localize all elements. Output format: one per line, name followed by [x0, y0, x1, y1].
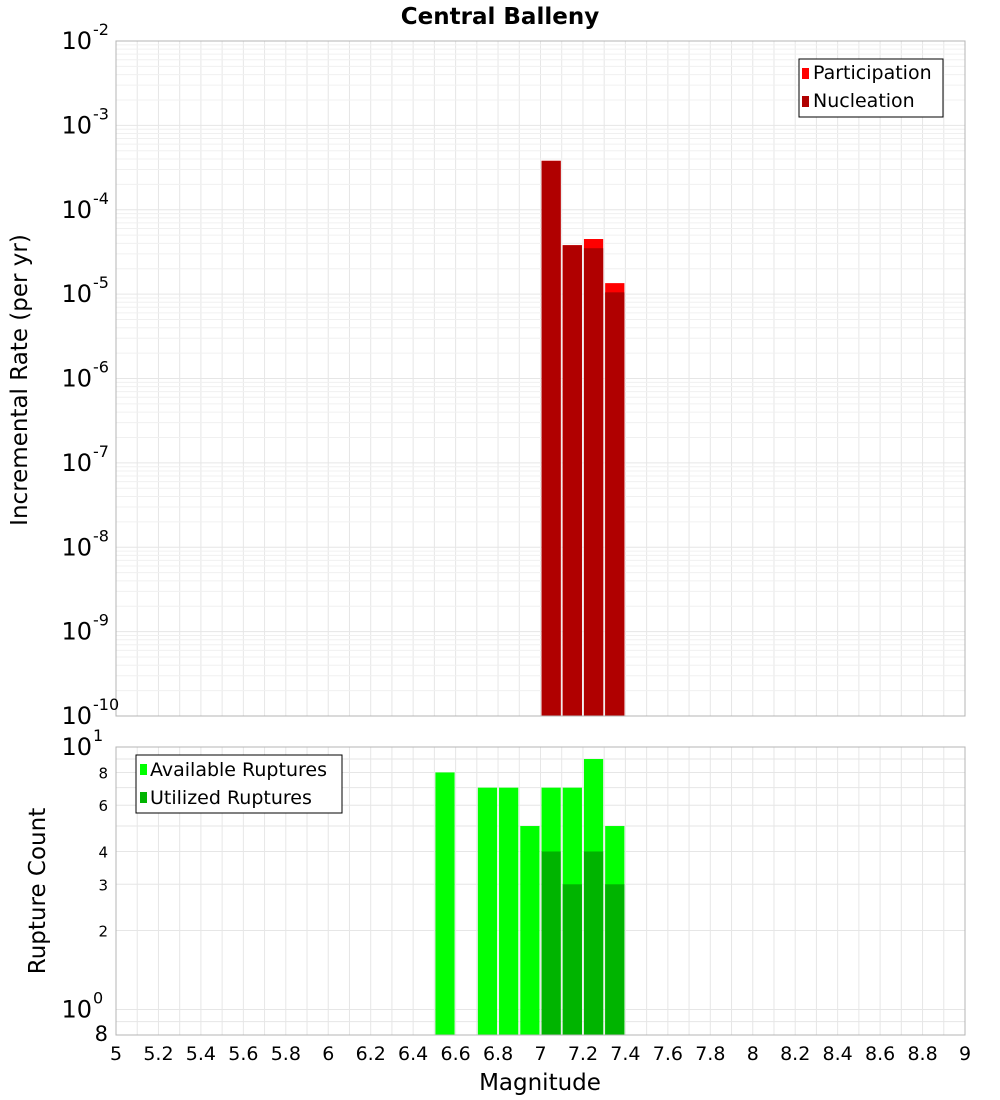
x-tick-15: 8 — [747, 1043, 759, 1065]
count-y-tick-6: 8 — [98, 764, 108, 782]
x-tick-5: 6 — [322, 1043, 334, 1065]
x-tick-20: 9 — [959, 1043, 971, 1065]
rate-plot-grid — [115, 41, 966, 717]
x-tick-6: 6.2 — [356, 1043, 386, 1065]
x-tick-12: 7.4 — [610, 1043, 640, 1065]
x-tick-13: 7.6 — [653, 1043, 683, 1065]
rate-y-tick-5-exponent: -5 — [93, 273, 109, 292]
x-tick-7: 6.4 — [398, 1043, 428, 1065]
count-y-tick-1-exponent: 0 — [93, 989, 103, 1008]
count-y-tick-7-exponent: 1 — [93, 726, 103, 745]
rate-y-tick-6-exponent: -4 — [93, 189, 109, 208]
x-tick-labels: 5 5.2 5.4 5.6 5.8 6 6.2 6.4 6.6 6.8 7 7.2 7.4 7.6 7.8 8… — [110, 1043, 971, 1065]
rate-y-tick-1: 10 — [61, 618, 92, 646]
rate-y-tick-2: 10 — [61, 533, 92, 561]
x-tick-0: 5 — [110, 1043, 122, 1065]
x-tick-3: 5.6 — [228, 1043, 258, 1065]
x-tick-8: 6.6 — [440, 1043, 470, 1065]
legend-label-nucleation: Nucleation — [813, 90, 915, 112]
rate-y-tick-2-exponent: -8 — [93, 526, 109, 545]
count-bar-utilized-ruptures-3 — [605, 884, 625, 1035]
legend-swatch-nucleation — [802, 96, 809, 107]
legend-label-utilized-ruptures: Utilized Ruptures — [150, 787, 312, 809]
count-bar-utilized-ruptures-1 — [562, 884, 582, 1035]
rate-bar-nucleation-0 — [541, 160, 561, 717]
rate-legend-box — [798, 58, 944, 118]
rate-legend: Participation Nucleation — [798, 58, 944, 118]
count-y-tick-7: 10 — [61, 733, 92, 761]
rate-y-tick-8-exponent: -2 — [93, 20, 109, 39]
x-tick-17: 8.4 — [823, 1043, 853, 1065]
count-y-tick-4: 4 — [98, 843, 108, 861]
rate-bar-nucleation-1 — [562, 245, 582, 717]
rate-y-tick-3: 10 — [61, 449, 92, 477]
x-tick-1: 5.2 — [143, 1043, 173, 1065]
rate-y-tick-8: 10 — [61, 27, 92, 55]
count-bar-utilized-ruptures-2 — [583, 851, 604, 1035]
x-axis-title: Magnitude — [479, 1070, 601, 1096]
x-tick-14: 7.8 — [695, 1043, 725, 1065]
rate-y-tick-4: 10 — [61, 365, 92, 393]
count-y-tick-1: 10 — [61, 996, 92, 1024]
rate-y-axis-title: Incremental Rate (per yr) — [7, 234, 33, 526]
count-plot-bars — [435, 759, 625, 1035]
rate-y-tick-6: 10 — [61, 196, 92, 224]
rate-y-tick-7: 10 — [61, 111, 92, 139]
rate-plot-frame — [115, 40, 966, 717]
rate-y-tick-7-exponent: -3 — [93, 104, 109, 123]
rate-y-tick-0: 10 — [61, 702, 92, 730]
count-y-tick-5: 6 — [98, 797, 108, 815]
x-tick-11: 7.2 — [568, 1043, 598, 1065]
count-bar-available-ruptures-2 — [499, 787, 519, 1035]
count-bar-utilized-ruptures-0 — [541, 851, 561, 1035]
count-y-tick-2: 2 — [98, 923, 108, 941]
count-y-axis-title: Rupture Count — [25, 808, 51, 974]
x-tick-2: 5.4 — [186, 1043, 216, 1065]
x-tick-9: 6.8 — [483, 1043, 513, 1065]
x-tick-4: 5.8 — [271, 1043, 301, 1065]
rate-y-tick-5: 10 — [61, 280, 92, 308]
count-legend: Available Ruptures Utilized Ruptures — [135, 754, 343, 814]
rate-y-tick-4-exponent: -6 — [93, 358, 109, 377]
rate-bar-nucleation-3 — [605, 292, 625, 716]
rate-y-tick-1-exponent: -9 — [93, 611, 109, 630]
count-y-tick-0: 8 — [95, 1022, 108, 1046]
count-plot-frame — [115, 746, 966, 1036]
chart-title: Central Balleny — [401, 4, 599, 30]
legend-label-participation: Participation — [813, 62, 932, 84]
rate-y-tick-0-exponent: -10 — [93, 695, 119, 714]
count-y-tick-3: 3 — [98, 876, 108, 894]
count-bar-available-ruptures-3 — [520, 826, 540, 1035]
count-legend-box — [135, 754, 343, 814]
x-tick-10: 7 — [534, 1043, 546, 1065]
rate-y-tick-3-exponent: -7 — [93, 442, 109, 461]
legend-swatch-utilized-ruptures — [140, 792, 147, 803]
rate-bar-nucleation-2 — [583, 248, 604, 717]
legend-swatch-available-ruptures — [140, 764, 147, 775]
x-tick-16: 8.2 — [780, 1043, 810, 1065]
count-bar-available-ruptures-1 — [477, 787, 498, 1035]
x-tick-19: 8.8 — [907, 1043, 937, 1065]
count-bar-available-ruptures-0 — [435, 772, 455, 1035]
legend-label-available-ruptures: Available Ruptures — [150, 759, 327, 781]
x-tick-18: 8.6 — [865, 1043, 895, 1065]
legend-swatch-participation — [802, 68, 809, 79]
rate-plot-bars — [541, 160, 625, 717]
